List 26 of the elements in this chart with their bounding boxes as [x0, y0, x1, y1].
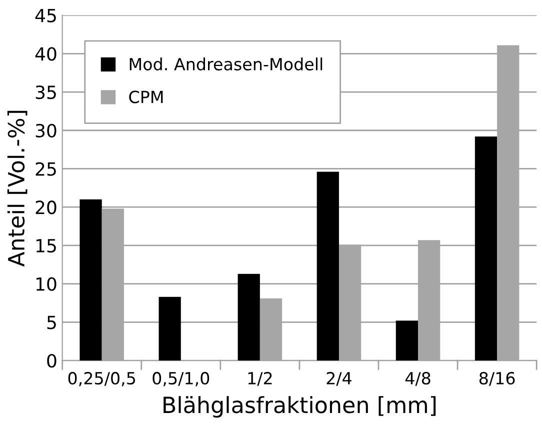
x-axis-title: Blähglasfraktionen [mm] [164, 396, 436, 418]
y-tick-label: 30 [36, 124, 56, 138]
x-tick-label: 1/2 [248, 372, 272, 386]
bar [396, 320, 418, 361]
y-tick-label: 40 [35, 47, 56, 61]
bar [474, 136, 498, 361]
x-tick-label: 0,5/1,0 [152, 372, 210, 386]
bar [158, 296, 181, 361]
y-tick-label: 15 [36, 239, 56, 253]
y-tick-label: 0 [47, 354, 56, 368]
x-tick-label: 4/8 [405, 372, 430, 386]
x-tick-label: 8/16 [479, 372, 515, 386]
y-tick-label: 5 [47, 316, 56, 330]
legend-label: Mod. Andreasen-Modell [130, 58, 322, 70]
y-tick-label: 20 [36, 200, 56, 214]
y-tick-label: 45 [35, 8, 56, 22]
x-tick-label: 0,25/0,5 [68, 372, 136, 386]
y-tick-label: 25 [36, 162, 56, 176]
bar [80, 199, 102, 361]
y-tick-label: 10 [36, 277, 56, 291]
y-tick-label: 35 [36, 85, 56, 100]
y-axis-title: Anteil [Vol.-%] [7, 110, 28, 267]
bar [316, 172, 339, 361]
x-tick-label: 2/4 [326, 372, 352, 386]
bar [238, 274, 260, 361]
legend-label: CPM [129, 90, 163, 104]
